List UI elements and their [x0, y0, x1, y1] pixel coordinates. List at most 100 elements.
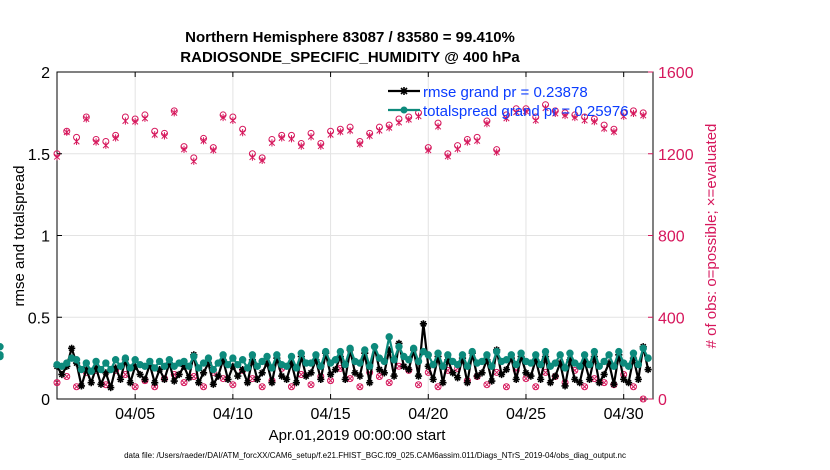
series-point [268, 379, 276, 387]
series-point [209, 365, 218, 374]
obs-evaluated-point [200, 137, 207, 145]
series-point [155, 357, 164, 366]
obs-evaluated-point [522, 107, 530, 115]
series-point [190, 352, 198, 361]
obs-evaluated-point [102, 141, 110, 149]
obs-possible-low-point [258, 383, 266, 391]
series-point [97, 365, 105, 374]
series-point [576, 362, 584, 370]
series-point [131, 362, 139, 370]
y-axis-label: rmse and totalspread [11, 166, 28, 307]
series-point [0, 352, 4, 361]
series-point [72, 356, 81, 364]
obs-evaluated-low-point [601, 379, 608, 386]
series-point [483, 356, 491, 364]
obs-possible-low-point [483, 381, 491, 389]
series-point [502, 356, 511, 364]
obs-evaluated-point [210, 146, 217, 154]
obs-possible-low-point [639, 395, 647, 403]
series-point [439, 379, 447, 387]
obs-evaluated-point [571, 113, 578, 122]
obs-evaluated-low-point [102, 381, 109, 388]
obs-evaluated-point [307, 133, 315, 141]
series-point [644, 365, 652, 374]
series-point [297, 349, 305, 357]
series-point [615, 347, 623, 356]
series-point [204, 359, 213, 367]
series-point [444, 356, 452, 364]
series-point [102, 369, 110, 377]
obs-evaluated-point [415, 112, 422, 120]
series-point [283, 375, 291, 383]
series-point [532, 356, 540, 364]
footer-data-file: data file: /Users/raeder/DAI/ATM_forcXX/… [124, 451, 626, 460]
obs-evaluated-point [278, 134, 285, 142]
series-point [253, 375, 261, 383]
obs-possible-low-point [532, 383, 540, 391]
series-point [512, 375, 520, 383]
series-point [351, 369, 359, 377]
series-point [551, 359, 559, 367]
series-point [292, 379, 300, 387]
series-point [141, 375, 149, 383]
obs-possible-low-point [229, 381, 237, 389]
series-point [532, 351, 540, 359]
obs-evaluated-point [229, 116, 237, 124]
series-point [146, 357, 154, 366]
series-point [566, 349, 574, 357]
series-point [429, 375, 437, 383]
y-axis-left: 0 0.5 1 1.5 2 [28, 65, 62, 409]
obs-evaluated-point [356, 140, 364, 148]
series-point [405, 356, 413, 364]
series-point [92, 357, 100, 366]
obs-possible-low-point [53, 379, 61, 387]
series-point [605, 351, 613, 359]
series-point [195, 379, 203, 387]
series-point [238, 356, 247, 364]
y2-tick-label: 800 [658, 229, 685, 246]
series-point [478, 369, 486, 377]
obs-evaluated-low-point [347, 375, 353, 382]
series-point [483, 351, 491, 359]
obs-possible-low-point [200, 383, 208, 391]
series-point [424, 351, 432, 359]
series-point [107, 365, 115, 374]
obs-evaluated-point [346, 126, 354, 135]
obs-evaluated-point [288, 135, 295, 143]
series-point [366, 379, 374, 387]
series-point [624, 379, 633, 387]
series-point [219, 356, 227, 364]
series-point [292, 364, 301, 372]
obs-evaluated-point [640, 111, 647, 120]
obs-evaluated-point [386, 124, 393, 132]
series-point [102, 359, 110, 367]
series-point [287, 352, 296, 361]
series-point [502, 365, 511, 374]
obs-evaluated-point [366, 132, 373, 140]
obs-evaluated-low-point [132, 383, 139, 390]
series-point [151, 364, 159, 372]
series-point [234, 360, 242, 369]
obs-evaluated-low-point [532, 383, 539, 390]
obs-evaluated-point [268, 139, 276, 147]
x-axis-label: Apr.01,2019 00:00:00 start [269, 427, 447, 444]
obs-evaluated-point [141, 114, 149, 122]
series-point [541, 352, 550, 361]
series-point [107, 383, 115, 392]
series-point [82, 359, 91, 367]
series-point [463, 362, 472, 370]
series-point [253, 362, 261, 370]
obs-evaluated-point [92, 138, 100, 146]
series-point [590, 347, 599, 356]
series-point [356, 372, 364, 380]
series-point [194, 364, 203, 372]
series-point [258, 369, 266, 377]
series-point [444, 351, 452, 359]
series-point [63, 359, 71, 367]
x-tick-label: 04/05 [115, 406, 155, 423]
series-point [581, 357, 589, 365]
series-point [219, 351, 227, 359]
obs-evaluated-point [327, 131, 334, 139]
series-point [273, 351, 281, 359]
series-point [204, 354, 213, 362]
